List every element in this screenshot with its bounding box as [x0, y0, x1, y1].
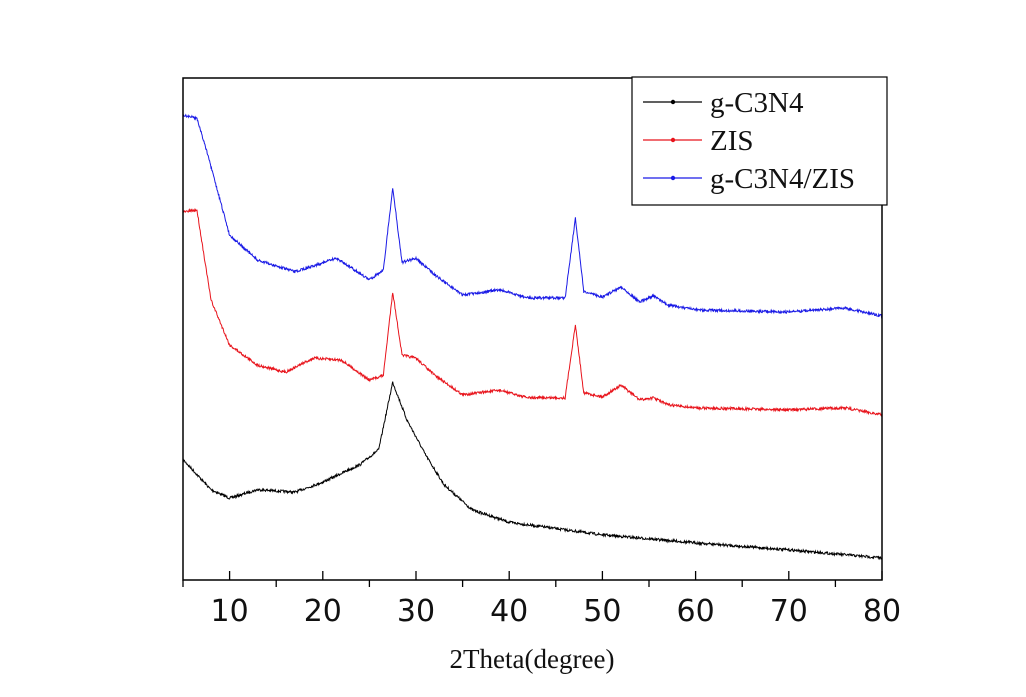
legend-marker	[670, 137, 676, 143]
series-line-2	[182, 113, 883, 319]
x-tick-label: 30	[397, 594, 435, 629]
legend-marker	[670, 175, 676, 181]
x-tick-label: 40	[490, 594, 528, 629]
legend: g-C3N4 ZIS g-C3N4/ZIS	[631, 76, 888, 206]
x-tick-label: 50	[583, 594, 621, 629]
x-axis-label: 2Theta(degree)	[450, 644, 615, 674]
x-tick-label: 10	[211, 594, 249, 629]
legend-label: ZIS	[710, 125, 754, 157]
legend-marker	[670, 99, 676, 105]
x-axis: 10 20 30 40 50 60 70 80	[182, 571, 901, 629]
series-line-1	[182, 208, 883, 417]
legend-label: g-C3N4	[710, 87, 804, 119]
x-tick-label: 60	[677, 594, 715, 629]
x-tick-label: 20	[304, 594, 342, 629]
plot-area	[182, 113, 883, 561]
x-tick-label: 80	[863, 594, 901, 629]
x-tick-label: 70	[770, 594, 808, 629]
series-line-0	[182, 381, 883, 561]
legend-label: g-C3N4/ZIS	[710, 163, 855, 195]
plot-frame	[182, 77, 883, 581]
